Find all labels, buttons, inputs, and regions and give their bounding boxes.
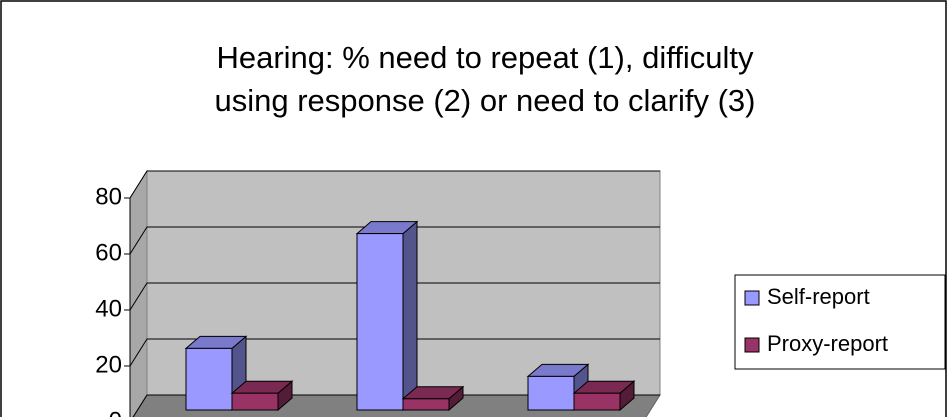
legend-box <box>734 274 946 370</box>
y-tick-label: 80 <box>95 183 122 210</box>
y-tick-label: 20 <box>95 351 122 378</box>
legend-swatch <box>744 337 760 353</box>
y-tick-label: 0 <box>109 407 122 417</box>
chart-title: using response (2) or need to clarify (3… <box>214 83 755 118</box>
grid-line <box>132 394 660 417</box>
bar-front <box>402 398 450 411</box>
bar <box>355 220 419 412</box>
grid-line <box>129 170 660 199</box>
grid-line <box>129 282 660 311</box>
bar-front <box>573 392 621 411</box>
bar-side <box>402 220 418 412</box>
y-tick-label: 60 <box>95 239 122 266</box>
bar-front <box>231 392 279 411</box>
bar <box>230 380 294 412</box>
chart-title: Hearing: % need to repeat (1), difficult… <box>216 40 754 75</box>
bar-front <box>185 347 233 411</box>
bar-front <box>527 375 575 411</box>
y-tick-label: 40 <box>95 295 122 322</box>
legend-swatch <box>744 290 760 306</box>
side-wall <box>129 169 148 417</box>
grid-line <box>129 338 660 367</box>
bar-front <box>356 233 404 411</box>
bar <box>401 385 465 412</box>
bar <box>572 380 636 412</box>
legend-label: Self-report <box>767 284 870 309</box>
legend-label: Proxy-report <box>767 331 888 356</box>
grid-line <box>129 226 660 255</box>
